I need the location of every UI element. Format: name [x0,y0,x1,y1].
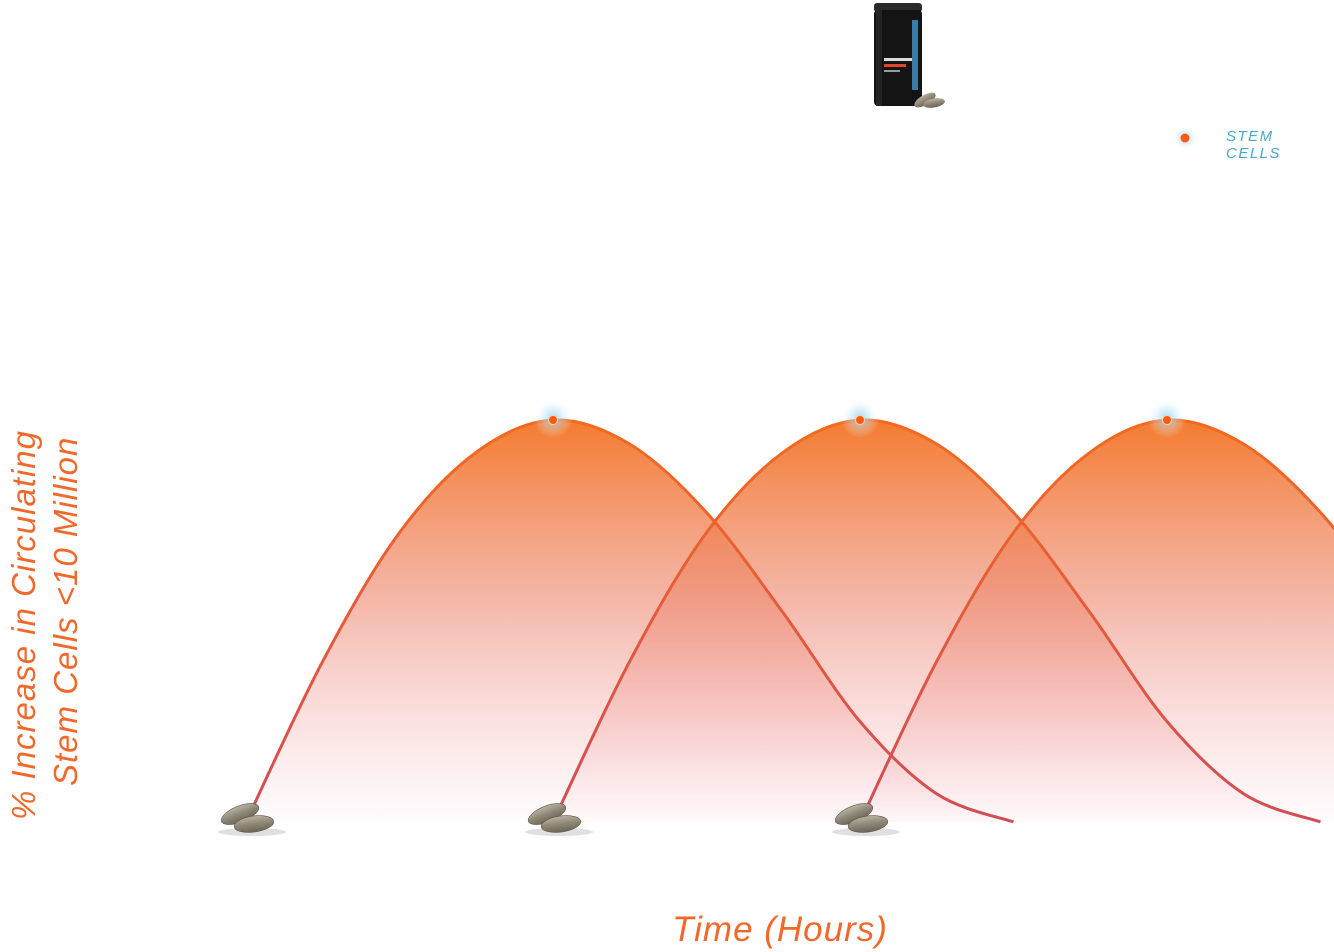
y-axis-label-line-1: % Increase in Circulating [5,430,42,820]
area-layer [246,419,1334,822]
y-axis-label-line-2: Stem Cells <10 Million [47,436,84,786]
line-dose-2 [551,418,1322,824]
y-axis-label: % Increase in Circulating Stem Cells <10… [0,0,92,952]
capsule-icon-dose-3 [832,803,900,836]
peak-layer [533,398,1187,438]
capsule-layer [218,803,900,836]
line-layer [244,418,1334,824]
capsule-icon-dose-2 [525,803,593,836]
capsule-icon-dose-1 [218,803,286,836]
peak-marker-dose-3 [1147,398,1187,438]
line-dose-1 [244,418,1015,824]
legend-marker [1088,125,1198,151]
peak-marker-dose-1 [533,398,573,438]
peak-marker-dose-2 [840,398,880,438]
legend-label-stem-cells: STEM CELLS [1226,128,1282,162]
product-bottle-image [874,3,945,108]
x-axis-label: Time (Hours) [672,910,888,949]
line-dose-3 [858,418,1334,823]
